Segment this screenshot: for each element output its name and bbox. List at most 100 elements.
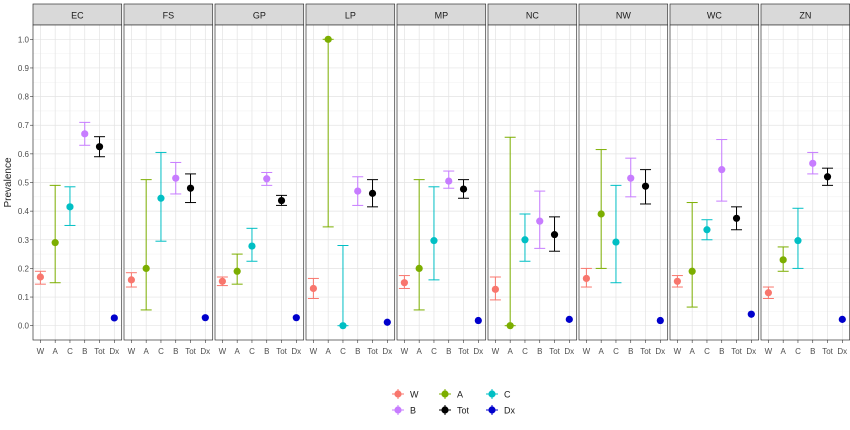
x-tick-label: Tot (549, 347, 560, 356)
x-tick-label: W (401, 347, 409, 356)
x-tick-label: A (235, 347, 241, 356)
legend-item-b: B (392, 405, 416, 416)
legend-item-w: W (392, 389, 419, 400)
data-point-a (142, 264, 150, 273)
legend-key-point (488, 390, 496, 398)
x-tick-label: B (719, 347, 724, 356)
data-point-tot (641, 182, 650, 190)
data-point-w (218, 277, 226, 285)
data-point-dx (656, 316, 664, 325)
data-point-w (764, 289, 772, 297)
y-tick-label: 0.9 (18, 64, 30, 73)
x-tick-label: A (326, 347, 332, 356)
panel-border (396, 24, 487, 341)
facet-panel-mp: MP W A C B Tot Dx (396, 3, 487, 356)
x-tick-label: Dx (109, 347, 119, 356)
x-tick-label: W (765, 347, 773, 356)
data-point-c (248, 242, 256, 250)
x-tick-label: Tot (458, 347, 469, 356)
facet-panel-ec: EC W A C B Tot Dx (32, 3, 123, 356)
x-tick-label: A (53, 347, 59, 356)
x-tick-label: Tot (731, 347, 742, 356)
y-tick-label: 0.2 (18, 264, 30, 273)
data-point-b (172, 174, 180, 182)
x-tick-label: C (340, 347, 346, 356)
data-point-w (582, 274, 590, 283)
facet-panel-nw: NW W A C B Tot Dx (578, 3, 669, 356)
x-tick-label: C (795, 347, 801, 356)
facet-strip-label: GP (253, 11, 266, 21)
legend-key-point (441, 406, 449, 414)
data-point-a (233, 267, 241, 275)
data-point-b (536, 217, 544, 225)
x-tick-label: A (144, 347, 150, 356)
facet-strip-label: NC (526, 11, 539, 21)
x-tick-label: Dx (746, 347, 756, 356)
y-tick-label: 0.7 (18, 121, 30, 130)
data-point-tot (186, 184, 195, 192)
data-point-a (597, 210, 605, 218)
panel-border (305, 24, 396, 341)
legend-key-point (394, 390, 402, 398)
data-point-dx (292, 314, 300, 322)
facet-panel-lp: LP W A C B Tot Dx (305, 3, 396, 356)
data-point-c (703, 226, 711, 234)
y-tick-label: 0.6 (18, 150, 30, 159)
x-tick-label: C (158, 347, 164, 356)
legend-key-point (394, 406, 402, 414)
data-point-tot (823, 173, 832, 181)
data-point-dx (474, 316, 482, 325)
facet-panel-wc: WC W A C B Tot Dx (669, 3, 760, 356)
data-point-w (491, 285, 499, 293)
data-point-dx (201, 314, 209, 322)
data-point-c (612, 238, 620, 246)
data-point-a (415, 264, 423, 273)
legend-item-dx: Dx (486, 405, 515, 416)
x-tick-label: W (583, 347, 591, 356)
facet-panel-nc: NC W A C B Tot Dx (487, 3, 578, 356)
data-point-a (688, 267, 696, 275)
facet-strip-label: FS (163, 11, 175, 21)
facet-strip-label: NW (616, 11, 631, 21)
facet-strip-label: WC (707, 11, 722, 21)
x-tick-label: Dx (473, 347, 483, 356)
facet-panel-gp: GP W A C B Tot Dx (214, 3, 305, 356)
x-tick-label: Dx (291, 347, 301, 356)
x-tick-label: A (599, 347, 605, 356)
legend-key-point (441, 390, 449, 398)
y-tick-label: 0.0 (18, 322, 30, 331)
data-point-tot (368, 189, 377, 197)
data-point-c (66, 203, 74, 211)
data-point-b (354, 187, 362, 195)
facet-panel-fs: FS W A C B Tot Dx (123, 3, 214, 356)
legend-label: Tot (457, 406, 470, 416)
x-tick-label: C (249, 347, 255, 356)
facet-strip-label: ZN (799, 11, 811, 21)
x-tick-label: C (704, 347, 710, 356)
y-tick-label: 1.0 (18, 35, 30, 44)
x-tick-label: B (264, 347, 269, 356)
data-point-b (809, 159, 817, 167)
x-tick-label: B (628, 347, 633, 356)
x-tick-label: A (508, 347, 514, 356)
data-point-w (127, 276, 135, 284)
legend-key-point (488, 406, 496, 414)
legend-label: B (410, 406, 416, 416)
facet-panel-zn: ZN W A C B Tot Dx (760, 3, 850, 356)
data-point-c (521, 236, 529, 244)
y-axis-title: Prevalence (3, 157, 14, 207)
legend-item-tot: Tot (439, 405, 470, 416)
data-point-b (445, 177, 453, 185)
x-tick-label: C (522, 347, 528, 356)
panel-border (32, 24, 123, 341)
x-tick-label: A (690, 347, 696, 356)
x-tick-label: Dx (200, 347, 210, 356)
data-point-w (309, 284, 317, 293)
data-point-dx (747, 310, 755, 318)
legend-item-c: C (486, 389, 511, 400)
x-tick-label: B (446, 347, 451, 356)
x-tick-label: Dx (564, 347, 574, 356)
panel-border (487, 24, 578, 341)
x-tick-label: Tot (185, 347, 196, 356)
